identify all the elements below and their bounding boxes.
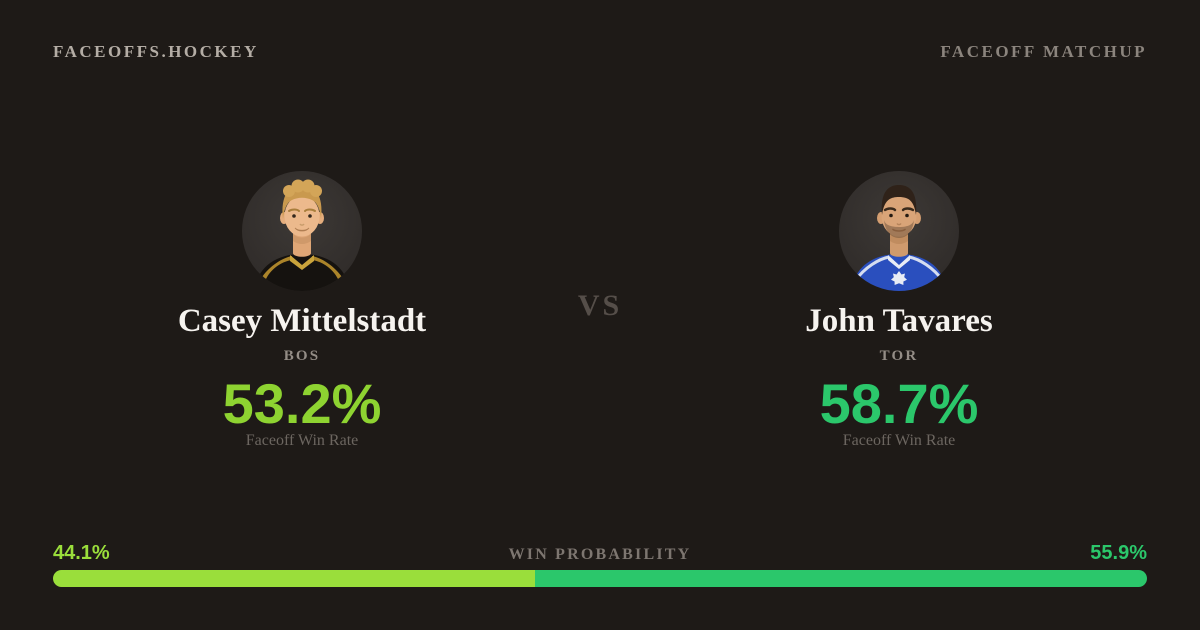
vs-label: VS (577, 289, 623, 322)
header: FACEOFFS.HOCKEY FACEOFF MATCHUP (53, 42, 1147, 62)
player-name: Casey Mittelstadt (177, 303, 427, 339)
player-team-abbrev: TOR (879, 347, 919, 364)
win-probability-labels: 44.1% WIN PROBABILITY 55.9% (53, 542, 1147, 565)
win-probability-title: WIN PROBABILITY (508, 546, 692, 563)
win-probability-right-value: 55.9% (1090, 542, 1147, 564)
win-probability-bar (53, 570, 1147, 587)
player-card-right: John Tavares TOR 58.7% Faceoff Win Rate (689, 171, 1109, 450)
win-probability-bar-right-segment (535, 570, 1147, 587)
win-probability-bar-left-segment (53, 570, 536, 587)
player-photo-illustration (839, 171, 959, 291)
player-avatar-right (839, 171, 959, 291)
page-label: FACEOFF MATCHUP (940, 42, 1147, 61)
player-photo-illustration (242, 171, 362, 291)
player-team-abbrev: BOS (283, 347, 321, 364)
faceoff-win-rate-value: 58.7% (819, 371, 979, 435)
player-card-left: Casey Mittelstadt BOS 53.2% Faceoff Win … (92, 171, 512, 450)
player-name: John Tavares (805, 303, 993, 339)
win-probability-left-value: 44.1% (53, 542, 110, 564)
brand-logo-text: FACEOFFS.HOCKEY (53, 42, 259, 61)
faceoff-win-rate-value: 53.2% (222, 371, 382, 435)
player-avatar-left (242, 171, 362, 291)
faceoff-win-rate-label: Faceoff Win Rate (245, 432, 359, 450)
faceoff-win-rate-label: Faceoff Win Rate (842, 432, 956, 450)
